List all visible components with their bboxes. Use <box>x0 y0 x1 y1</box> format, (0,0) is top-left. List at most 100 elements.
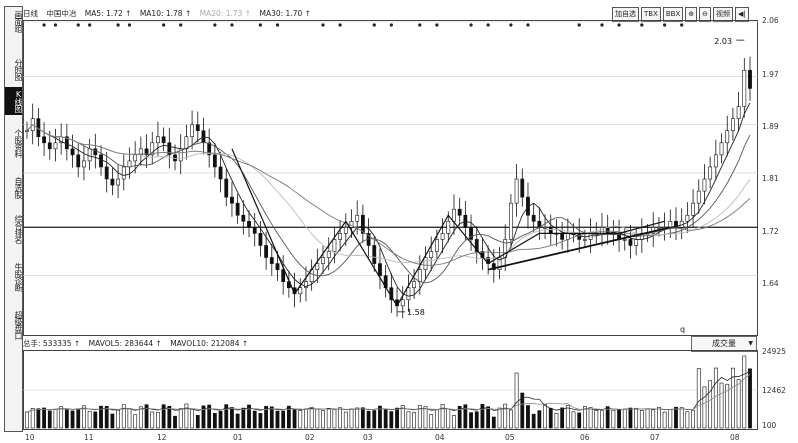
scroll-end-button[interactable]: ◀| <box>735 7 749 22</box>
volume-bar <box>321 410 325 429</box>
volume-bar <box>53 409 58 429</box>
volume-bar <box>59 406 64 429</box>
volume-bar <box>639 410 644 429</box>
candle <box>657 227 661 229</box>
volume-bar <box>30 408 35 429</box>
volume-bar <box>508 409 513 429</box>
volume-bar <box>406 411 411 429</box>
time-label: 07 <box>650 433 660 442</box>
ma5-value: MA5: 1.72 ↑ <box>84 9 132 18</box>
kline-chart[interactable]: 2.03 1.58 <box>23 20 758 336</box>
candle <box>491 263 496 270</box>
chevron-down-icon: ▼ <box>748 340 753 347</box>
signal-dot <box>509 23 513 27</box>
volume-bar <box>269 406 274 429</box>
candle <box>167 142 172 156</box>
volume-bar <box>93 411 98 429</box>
candle <box>207 142 212 156</box>
candle <box>252 227 257 234</box>
sidebar-item-super-quote[interactable]: 超级盘口 <box>14 311 23 339</box>
volume-bar <box>628 407 633 429</box>
sidebar-item-intraday[interactable]: 分时图 <box>14 58 23 80</box>
candle <box>298 287 303 295</box>
add-watchlist-button[interactable]: 加自选 <box>612 7 639 22</box>
volume-bar <box>662 411 667 429</box>
volume-bar <box>36 408 41 429</box>
volume-bar <box>668 409 673 429</box>
candle <box>25 130 29 133</box>
volume-bar <box>480 404 485 429</box>
volume-bar <box>281 410 286 429</box>
volume-bar <box>634 407 639 429</box>
tbx-button[interactable]: TBX <box>641 7 661 22</box>
signal-dot <box>53 23 58 27</box>
candle <box>674 220 678 228</box>
trend-line <box>231 148 665 308</box>
volume-bar <box>736 379 741 429</box>
volume-bar <box>708 380 713 429</box>
mavol10-value: MAVOL10: 212084 ↑ <box>170 339 249 348</box>
candle <box>355 214 360 222</box>
volume-bar <box>486 406 491 429</box>
candle <box>634 239 639 246</box>
candle <box>548 227 553 234</box>
volume-bar <box>674 406 678 429</box>
sidebar-item-diagnosis[interactable]: 牛股诊断 <box>14 263 23 291</box>
ma30-value: MA30: 1.70 ↑ <box>259 9 311 18</box>
volume-bar <box>47 410 52 429</box>
volume-bar <box>167 405 172 429</box>
candle <box>457 208 462 216</box>
volume-bar <box>651 409 656 429</box>
volume-bar <box>247 404 251 429</box>
candle <box>144 148 149 156</box>
mavol5-value: MAVOL5: 283644 ↑ <box>88 339 162 348</box>
volume-bar <box>315 408 320 429</box>
volume-bar <box>463 404 468 429</box>
signal-dot <box>230 23 234 27</box>
sidebar-item-kline[interactable]: K线图 <box>5 87 23 115</box>
candle <box>269 257 274 264</box>
time-label: 04 <box>435 433 445 442</box>
time-label: 11 <box>84 433 94 442</box>
volume-bar <box>554 412 559 429</box>
signal-dot <box>338 23 342 27</box>
candle <box>264 245 269 258</box>
zoom-in-button[interactable]: ⊕ <box>685 7 698 22</box>
time-label: 08 <box>730 433 740 442</box>
volume-bar <box>611 409 616 429</box>
candle <box>742 70 747 107</box>
candle <box>514 178 519 204</box>
ma10-value: MA10: 1.78 ↑ <box>139 9 192 18</box>
candle <box>110 178 115 186</box>
volume-bar <box>748 368 752 429</box>
volume-bar <box>588 407 593 429</box>
zoom-out-button[interactable]: ⊖ <box>699 7 712 22</box>
sidebar-item-watchlist[interactable]: 自选股 <box>14 176 23 198</box>
time-label: 01 <box>233 433 243 442</box>
sidebar-item-screen-group[interactable]: 画面组 <box>14 10 23 32</box>
candle <box>82 160 86 168</box>
volume-bar <box>417 405 422 429</box>
candle <box>372 245 377 264</box>
sidebar-item-stock-profile[interactable]: 个股资料 <box>14 129 23 157</box>
volume-bar <box>725 383 730 429</box>
candle <box>628 239 633 246</box>
volume-bar <box>731 367 735 429</box>
indicator-select[interactable]: 成交量 ▼ <box>691 336 757 352</box>
candle <box>218 166 223 180</box>
sidebar-item-ranking[interactable]: 综合排名 <box>14 215 23 243</box>
signal-dot <box>486 23 490 27</box>
candle <box>258 233 263 246</box>
bbx-button[interactable]: BBX <box>662 7 684 22</box>
candle <box>156 136 160 144</box>
candle <box>446 220 451 234</box>
volume-chart[interactable] <box>23 350 758 430</box>
volume-bar <box>173 415 177 429</box>
video-button[interactable]: 视频 <box>713 7 734 22</box>
rising-trendline <box>487 226 671 271</box>
volume-bar <box>605 406 610 429</box>
price-label: 2.06 <box>762 16 779 25</box>
volume-bar <box>514 372 519 429</box>
low-label: 1.58 <box>407 308 425 317</box>
